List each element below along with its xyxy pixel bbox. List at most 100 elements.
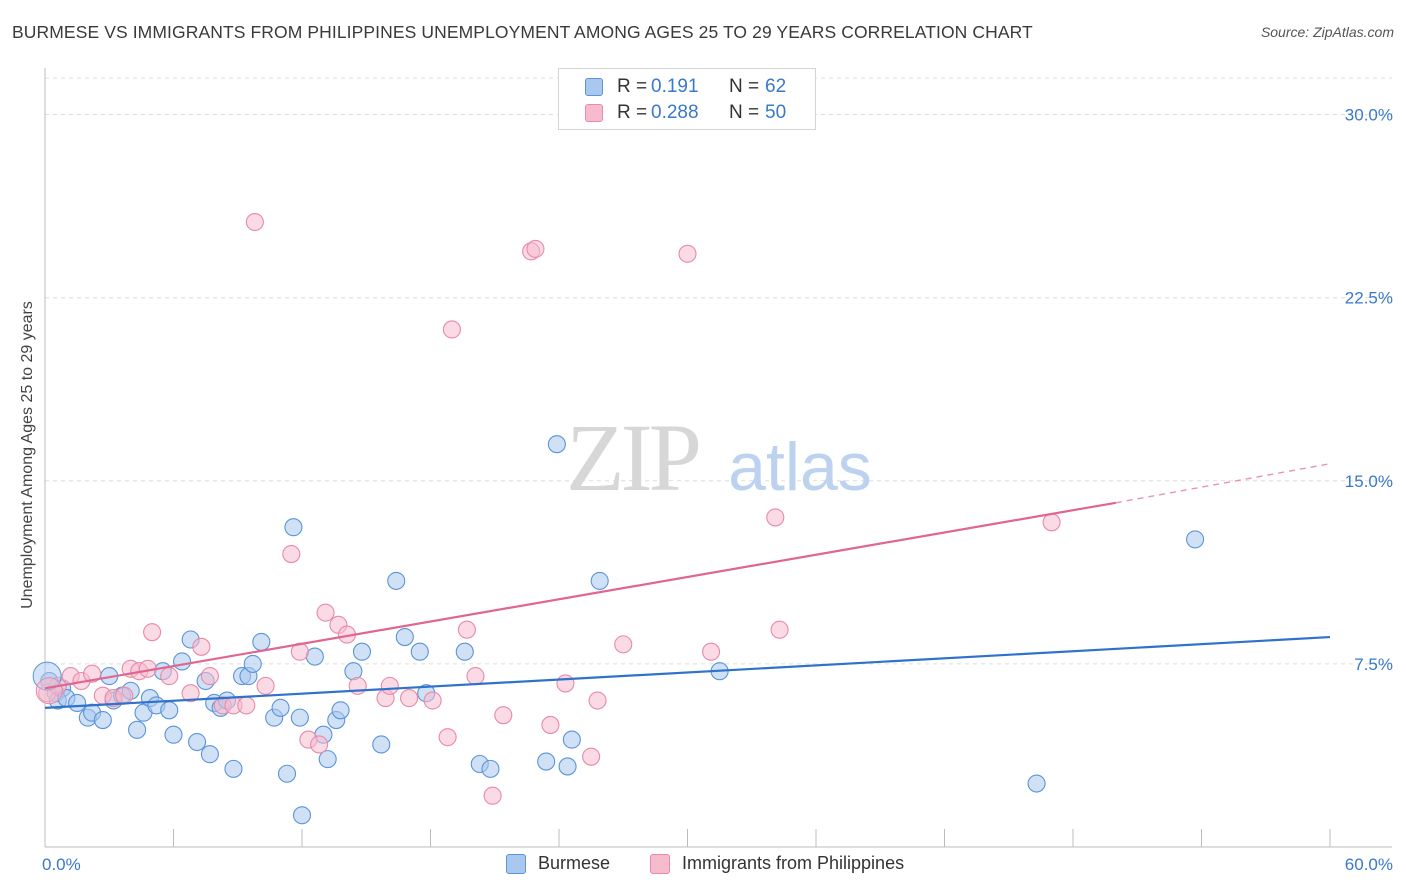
point-philippines [466, 667, 485, 686]
point-philippines-large [35, 677, 63, 705]
trend-layer [44, 463, 1331, 709]
point-burmese [352, 642, 372, 661]
trend-line-extension-philippines [1115, 463, 1331, 504]
point-burmese [93, 711, 112, 730]
y-tick-label: 15.0% [1345, 472, 1393, 491]
point-philippines [181, 684, 200, 703]
point-philippines [423, 691, 442, 710]
point-burmese [128, 720, 147, 739]
point-burmese [243, 654, 262, 673]
point-philippines [245, 212, 264, 232]
point-burmese [562, 730, 581, 749]
point-philippines [256, 676, 275, 695]
point-philippines [483, 786, 502, 805]
trend-line-burmese [44, 635, 1331, 709]
point-burmese [160, 701, 179, 720]
point-philippines [316, 603, 335, 622]
point-burmese [290, 708, 309, 727]
points-layer [32, 212, 1205, 825]
point-philippines [614, 635, 633, 654]
point-philippines [380, 676, 399, 695]
point-philippines [400, 689, 419, 708]
point-burmese [68, 693, 87, 713]
legend-swatch-philippines [650, 854, 670, 874]
legend-swatch-burmese [585, 78, 603, 96]
point-philippines [442, 320, 461, 339]
y-axis-label: Unemployment Among Ages 25 to 29 years [19, 301, 36, 609]
point-burmese [331, 701, 350, 720]
y-tick-label: 7.5% [1354, 655, 1393, 674]
legend-swatch-philippines [585, 104, 603, 122]
point-burmese [271, 698, 290, 717]
watermark: ZIP atlas [566, 404, 872, 511]
x-tick-label-end: 60.0% [1345, 855, 1393, 874]
point-philippines [582, 747, 601, 766]
point-burmese [372, 735, 391, 754]
point-burmese [173, 652, 192, 671]
watermark-zip: ZIP [566, 404, 699, 511]
legend-r-value: 0.288 [651, 102, 699, 123]
legend-label-burmese: Burmese [538, 853, 611, 873]
point-philippines [143, 623, 162, 642]
point-burmese [558, 757, 577, 776]
point-burmese [252, 632, 271, 651]
point-philippines [83, 664, 102, 683]
legend-swatch-burmese [506, 854, 526, 874]
point-burmese [387, 571, 406, 590]
legend-r-label: R = [617, 102, 648, 123]
point-burmese [410, 642, 429, 661]
point-philippines [457, 620, 476, 639]
axes-layer [44, 68, 1392, 848]
y-tick-label: 30.0% [1345, 106, 1393, 125]
point-philippines [310, 735, 329, 754]
point-burmese [537, 752, 556, 771]
point-philippines [588, 691, 607, 710]
point-burmese [200, 745, 219, 764]
point-philippines [556, 674, 575, 693]
y-tick-label: 22.5% [1345, 289, 1393, 308]
point-burmese [590, 571, 609, 590]
point-burmese [292, 806, 312, 825]
trend-line-philippines [44, 501, 1117, 690]
point-burmese [395, 628, 414, 647]
legend-r-label: R = [617, 76, 648, 97]
point-philippines [115, 686, 134, 705]
point-burmese [164, 725, 183, 744]
legend-n-label: N = [729, 102, 760, 123]
point-philippines [192, 637, 211, 656]
point-philippines [160, 667, 179, 686]
point-philippines [237, 696, 256, 715]
grid-layer [45, 77, 1392, 665]
point-philippines [200, 667, 219, 686]
point-burmese [1186, 530, 1205, 549]
point-burmese [188, 732, 207, 752]
point-burmese [481, 759, 500, 778]
point-burmese [224, 759, 243, 778]
point-philippines [766, 508, 785, 527]
point-burmese [318, 750, 337, 769]
chart-title: BURMESE VS IMMIGRANTS FROM PHILIPPINES U… [12, 22, 1033, 42]
point-philippines [526, 239, 545, 258]
point-burmese [305, 647, 324, 666]
point-burmese [284, 518, 303, 537]
point-burmese [547, 435, 566, 454]
legend-n-value: 62 [765, 76, 787, 97]
source-label: Source: ZipAtlas.com [1260, 24, 1394, 40]
point-philippines [770, 620, 789, 639]
watermark-atlas: atlas [728, 429, 872, 505]
legend-stats: R = 0.191 N = 62 R = 0.288 N = 50 [558, 68, 816, 130]
x-tick-label-start: 0.0% [42, 855, 81, 874]
point-philippines [678, 244, 697, 263]
point-philippines [702, 642, 721, 661]
point-burmese [1027, 774, 1046, 793]
tick-labels: 7.5% 15.0% 22.5% 30.0% 0.0% 60.0% [42, 106, 1393, 874]
point-philippines [541, 715, 560, 734]
point-philippines [438, 728, 457, 747]
point-philippines [1042, 513, 1061, 532]
point-philippines [282, 544, 301, 564]
point-philippines [494, 706, 513, 725]
legend-label-philippines: Immigrants from Philippines [682, 853, 905, 873]
point-burmese [277, 764, 297, 783]
point-burmese [455, 642, 474, 661]
